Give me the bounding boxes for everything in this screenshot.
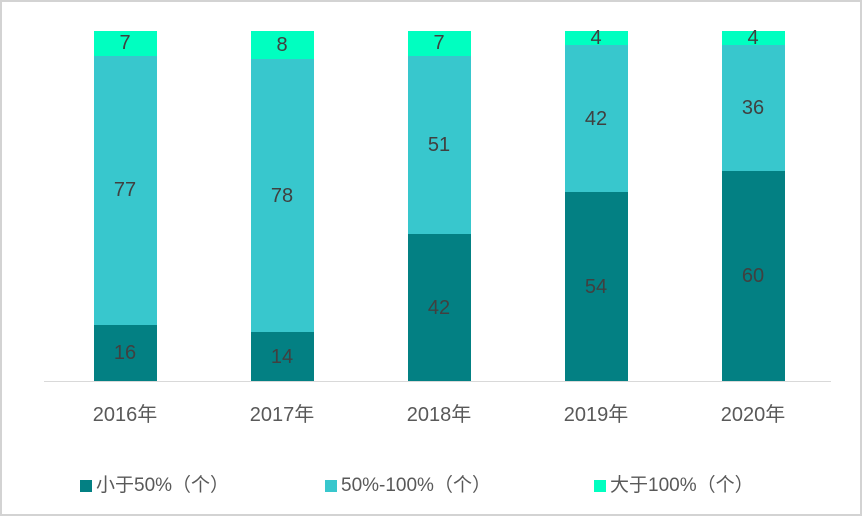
segment-value-label: 78	[270, 184, 294, 207]
x-axis-line	[44, 381, 831, 382]
bar-segment: 36	[721, 45, 785, 171]
segment-value-label: 7	[433, 32, 445, 55]
bar-segment: 4	[721, 28, 785, 48]
bar-segment: 14	[250, 332, 314, 381]
x-axis-label: 2019年	[563, 404, 629, 426]
bar-segment: 42	[564, 45, 628, 192]
x-axis-label: 2018年	[406, 404, 472, 426]
bar-segment: 7	[93, 31, 157, 56]
segment-value-label: 60	[741, 265, 765, 287]
segment-value-label: 54	[584, 275, 608, 298]
segment-value-label: 42	[427, 296, 451, 319]
segment-value-label: 4	[590, 27, 602, 49]
segment-value-label: 51	[427, 133, 451, 156]
x-axis-label: 2020年	[720, 404, 786, 426]
bar-segment: 51	[407, 55, 471, 234]
bar-segment: 60	[721, 171, 785, 381]
segment-value-label: 4	[747, 27, 759, 49]
bar-segment: 42	[407, 234, 471, 381]
segment-value-label: 14	[270, 345, 294, 368]
bar-segment: 16	[93, 325, 157, 381]
x-axis-label: 2017年	[249, 404, 315, 426]
bar-segment: 54	[564, 192, 628, 381]
segment-value-label: 16	[113, 342, 137, 364]
bar-segment: 8	[250, 31, 314, 59]
bar-segment: 77	[93, 55, 157, 325]
segment-value-label: 77	[113, 179, 137, 202]
segment-value-label: 8	[276, 34, 288, 56]
x-axis-label: 2016年	[92, 404, 158, 426]
segment-value-label: 7	[119, 32, 131, 55]
bar-segment: 7	[407, 31, 471, 56]
bar-segment: 78	[250, 59, 314, 332]
segment-value-label: 36	[741, 97, 765, 119]
segment-value-label: 42	[584, 107, 608, 130]
bar-segment: 4	[564, 28, 628, 48]
